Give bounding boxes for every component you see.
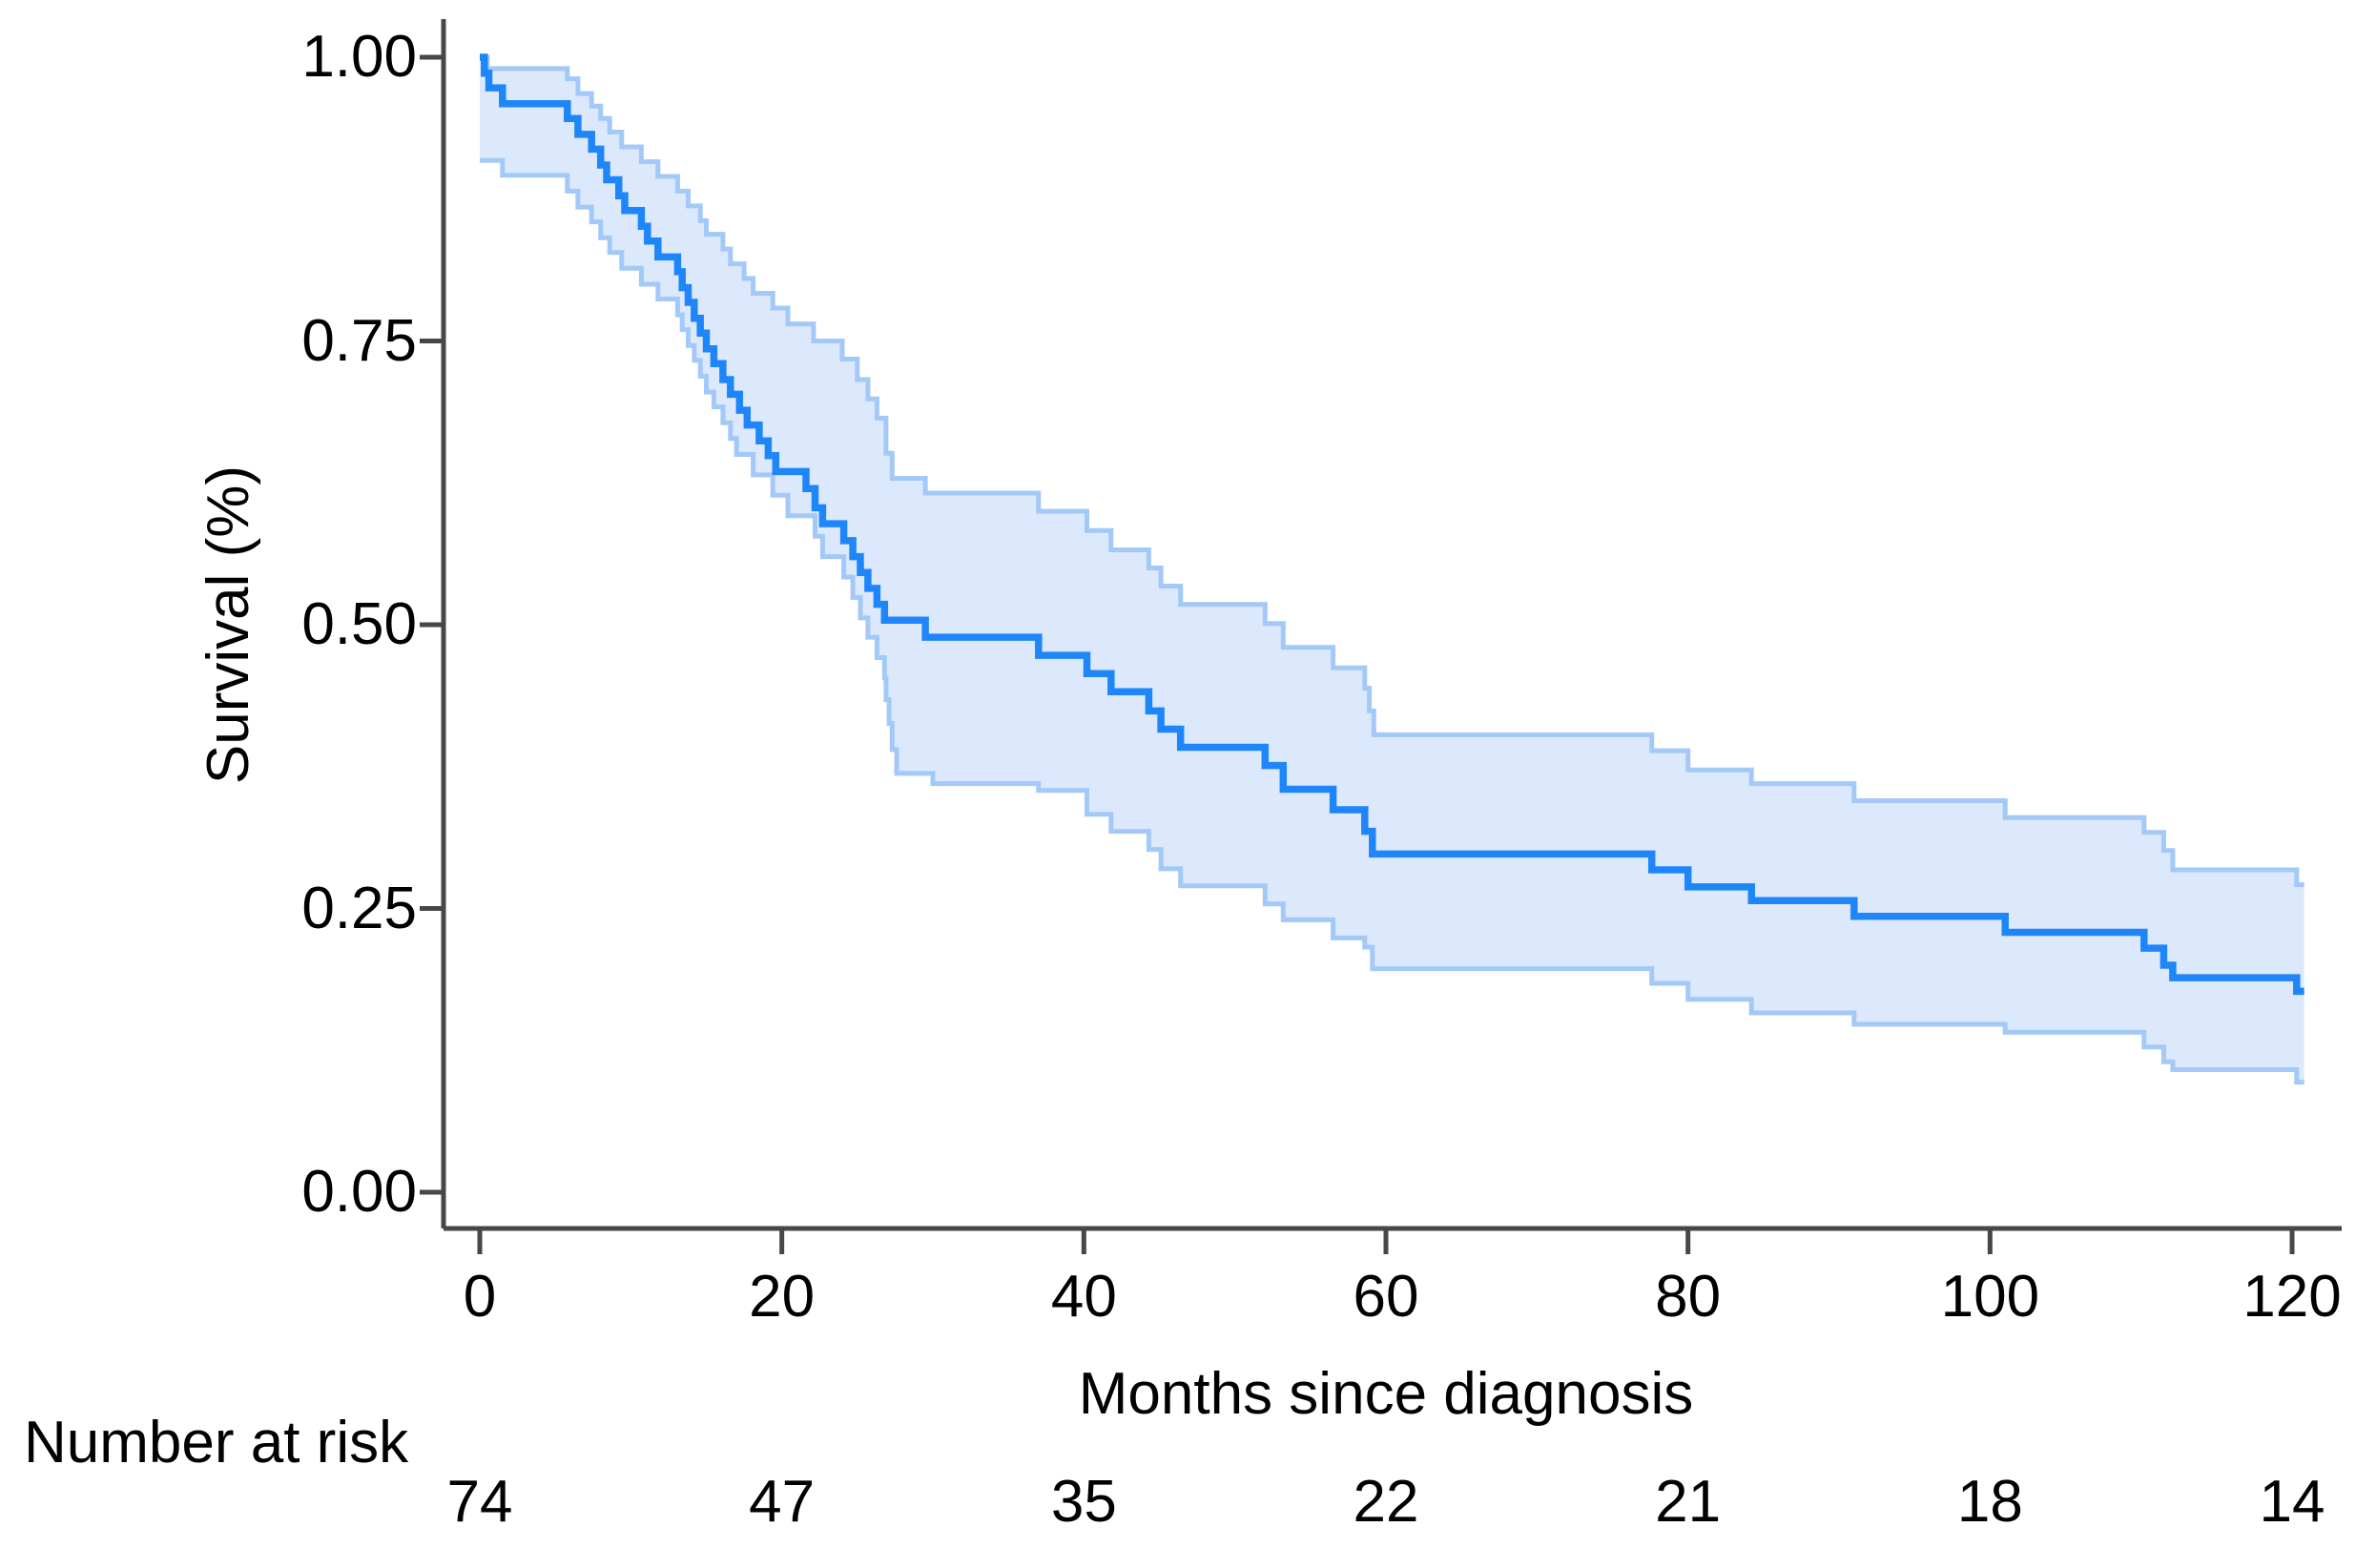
x-tick-label: 80 <box>1655 1264 1722 1330</box>
ci-band <box>480 57 2304 1083</box>
x-tick-label: 60 <box>1353 1264 1419 1330</box>
number-at-risk-label: Number at risk <box>24 1410 409 1475</box>
risk-count: 18 <box>1956 1469 2023 1535</box>
x-axis-title: Months since diagnosis <box>1078 1361 1694 1427</box>
risk-count: 21 <box>1655 1469 1722 1535</box>
risk-count: 74 <box>446 1469 513 1535</box>
x-tick-label: 120 <box>2242 1264 2342 1330</box>
x-tick-label: 20 <box>749 1264 816 1330</box>
x-tick-label: 40 <box>1050 1264 1117 1330</box>
survival-curve <box>480 53 2304 996</box>
y-tick-label: 1.00 <box>301 24 417 90</box>
risk-count: 22 <box>1353 1469 1419 1535</box>
risk-count: 47 <box>749 1469 816 1535</box>
risk-count: 35 <box>1050 1469 1117 1535</box>
y-tick-label: 0.25 <box>301 875 417 941</box>
ci-upper-line <box>480 54 2304 887</box>
y-tick-label: 0.50 <box>301 591 417 657</box>
x-tick-label: 0 <box>463 1264 497 1330</box>
x-tick-label: 100 <box>1940 1264 2040 1330</box>
y-tick-label: 0.75 <box>301 307 417 374</box>
ci-lower-line <box>480 157 2304 1085</box>
y-tick-label: 0.00 <box>301 1159 417 1225</box>
risk-count: 14 <box>2259 1469 2325 1535</box>
